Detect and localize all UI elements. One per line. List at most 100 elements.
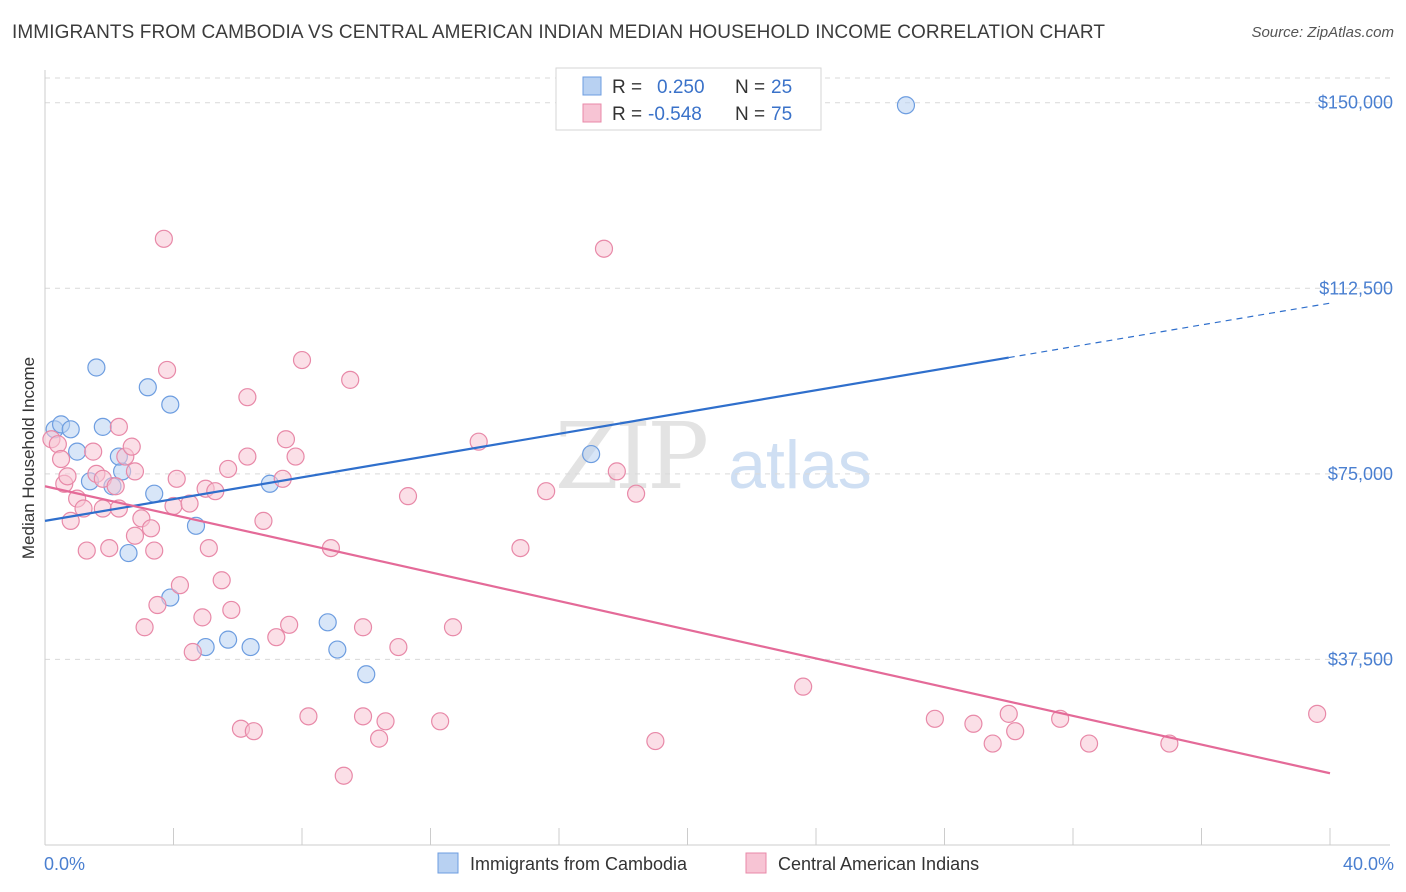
central-american-indians-point-71: [925, 709, 944, 728]
central-american-indians-point-53: [334, 766, 353, 785]
y-tick-label-2: $112,500: [1319, 278, 1393, 298]
trend-line-cambodia: [44, 356, 1009, 522]
central-american-indians-point-54: [341, 370, 360, 389]
central-american-indians-point-75: [1006, 722, 1025, 741]
central-american-indians-point-16: [109, 417, 128, 436]
central-american-indians-point-77: [1079, 734, 1099, 753]
central-american-indians-point-11: [93, 499, 112, 518]
trend-line-cambodia-extension: [1008, 302, 1331, 359]
central-american-indians-point-72: [964, 714, 983, 733]
central-american-indians-point-48: [280, 615, 299, 634]
watermark: ZIP atlas: [555, 403, 872, 510]
central-american-indians-point-42: [238, 388, 257, 407]
legend-n-value-blue: 25: [771, 77, 792, 98]
series-legend: Immigrants from Cambodia Central America…: [437, 852, 979, 874]
central-american-indians-point-69: [646, 731, 665, 751]
cambodia-point-18: [241, 637, 260, 657]
cambodia-point-20: [318, 613, 337, 632]
central-american-indians-point-70: [794, 677, 813, 696]
series-central-american-indians-points: [42, 229, 1327, 785]
central-american-indians-point-47: [276, 430, 296, 449]
correlation-legend: R = 0.250 N = 25 R = -0.548 N = 75: [555, 67, 822, 131]
chart-title: IMMIGRANTS FROM CAMBODIA VS CENTRAL AMER…: [12, 22, 1106, 43]
legend-n-label-blue: N =: [735, 77, 765, 98]
cambodia-point-23: [582, 444, 601, 464]
central-american-indians-point-58: [376, 712, 395, 731]
y-tick-label-1: $75,000: [1328, 464, 1393, 484]
central-american-indians-point-8: [77, 541, 96, 560]
legend-r-value-pink: -0.548: [648, 104, 702, 125]
legend-swatch-pink: [582, 103, 602, 123]
series-legend-swatch-cambodia: [437, 852, 459, 874]
central-american-indians-point-14: [106, 477, 125, 496]
central-american-indians-point-25: [148, 595, 167, 615]
central-american-indians-point-66: [594, 239, 614, 258]
legend-n-label-pink: N =: [735, 104, 765, 125]
central-american-indians-point-57: [370, 729, 389, 748]
central-american-indians-point-49: [286, 447, 305, 466]
x-tick-label-max: 40.0%: [1343, 854, 1394, 874]
central-american-indians-point-32: [183, 642, 202, 662]
cambodia-point-22: [357, 665, 376, 684]
central-american-indians-point-2: [51, 449, 71, 469]
cambodia-point-21: [328, 640, 347, 659]
central-american-indians-point-79: [1308, 704, 1327, 723]
central-american-indians-point-41: [238, 447, 257, 466]
x-axis-ticks: [44, 828, 1331, 845]
central-american-indians-point-74: [999, 704, 1018, 723]
central-american-indians-point-22: [135, 618, 154, 637]
central-american-indians-point-29: [167, 469, 186, 488]
gridlines: [45, 77, 1390, 660]
central-american-indians-point-20: [125, 462, 145, 481]
central-american-indians-point-1: [48, 435, 67, 454]
x-tick-label-min: 0.0%: [44, 854, 85, 874]
legend-r-label-blue: R =: [612, 77, 642, 98]
central-american-indians-point-23: [141, 519, 161, 538]
central-american-indians-point-26: [154, 229, 173, 248]
central-american-indians-point-43: [244, 722, 263, 741]
cambodia-point-3: [68, 442, 87, 461]
central-american-indians-point-67: [607, 462, 626, 481]
series-cambodia-points: [45, 96, 916, 684]
central-american-indians-point-13: [100, 538, 119, 558]
central-american-indians-point-56: [353, 707, 373, 726]
cambodia-point-24: [896, 96, 916, 115]
legend-swatch-blue: [582, 76, 602, 96]
central-american-indians-point-38: [219, 459, 238, 479]
central-american-indians-point-73: [983, 734, 1002, 753]
central-american-indians-point-65: [537, 482, 556, 501]
cambodia-point-2: [61, 420, 80, 439]
central-american-indians-point-68: [626, 484, 646, 503]
series-legend-swatch-central-american-indians: [745, 852, 767, 874]
watermark-atlas: atlas: [728, 427, 872, 503]
central-american-indians-point-39: [222, 600, 241, 620]
y-tick-labels: $37,500 $75,000 $112,500 $150,000: [1318, 93, 1393, 670]
central-american-indians-point-4: [58, 467, 77, 486]
central-american-indians-point-62: [443, 618, 463, 637]
central-american-indians-point-59: [389, 637, 408, 657]
cambodia-point-12: [145, 484, 164, 503]
central-american-indians-point-50: [292, 350, 312, 370]
series-legend-label-central-american-indians: Central American Indians: [778, 854, 979, 874]
cambodia-point-10: [119, 543, 138, 563]
central-american-indians-point-51: [299, 707, 318, 726]
central-american-indians-point-31: [180, 494, 199, 513]
central-american-indians-point-24: [145, 541, 164, 560]
legend-r-value-blue: 0.250: [657, 77, 705, 98]
central-american-indians-point-9: [84, 442, 103, 461]
central-american-indians-point-18: [122, 437, 141, 456]
y-tick-label-0: $37,500: [1328, 649, 1393, 669]
cambodia-point-11: [138, 378, 157, 397]
trend-lines: [44, 302, 1331, 775]
central-american-indians-point-30: [170, 576, 190, 595]
central-american-indians-point-60: [398, 487, 418, 506]
central-american-indians-point-44: [254, 511, 273, 530]
central-american-indians-point-37: [212, 571, 231, 590]
chart-source: Source: ZipAtlas.com: [1251, 24, 1394, 41]
central-american-indians-point-61: [431, 712, 450, 731]
series-legend-label-cambodia: Immigrants from Cambodia: [470, 854, 688, 874]
cambodia-point-17: [219, 630, 238, 649]
central-american-indians-point-33: [193, 608, 212, 627]
central-american-indians-point-35: [199, 538, 218, 558]
